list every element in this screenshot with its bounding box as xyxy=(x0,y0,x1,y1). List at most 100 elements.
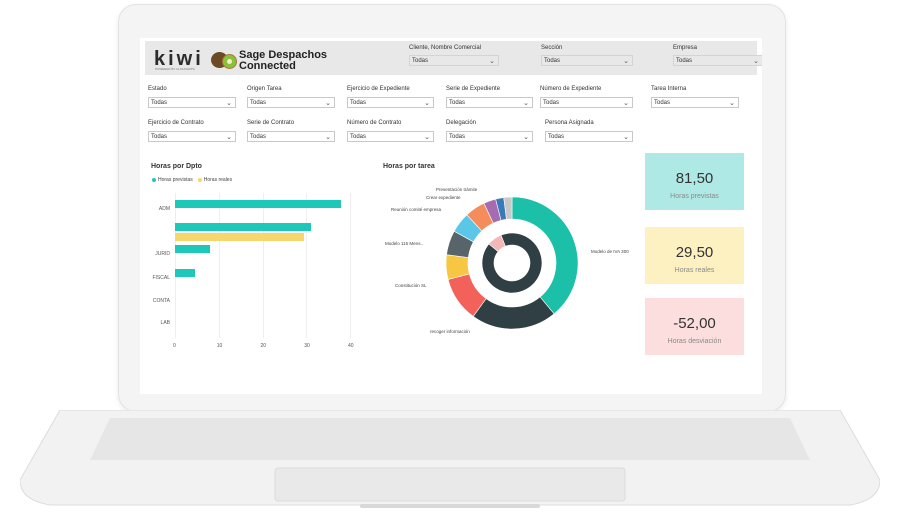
donut-label-reunion: Reunión comité empresa xyxy=(391,207,442,212)
filter-empresa-select[interactable]: Todas ⌄ xyxy=(673,55,762,66)
bar-chart-category-label: ADM xyxy=(158,206,170,212)
chevron-down-icon: ⌄ xyxy=(226,100,232,107)
kiwi-logo-subtitle: POWERED BY CLOUDAPPS xyxy=(155,67,195,71)
filter-origen-select[interactable]: Todas ⌄ xyxy=(247,97,335,108)
bar-chart-category-label: LAB xyxy=(160,320,170,326)
kpi-card-reales: 29,50 Horas reales xyxy=(645,227,744,284)
filter-seccion-value: Todas xyxy=(544,58,561,64)
filter-cliente-select[interactable]: Todas ⌄ xyxy=(409,55,499,66)
chevron-down-icon: ⌄ xyxy=(325,134,331,141)
filter-serie-exp-label: Serie de Expediente xyxy=(446,86,501,92)
donut-label-recoger: recoger información xyxy=(430,329,470,334)
bar-chart-bar[interactable] xyxy=(175,200,342,208)
bar-chart-title: Horas por Dpto xyxy=(151,163,202,170)
bar-chart-category-label: CONTA xyxy=(152,298,170,304)
filter-serie-exp-value: Todas xyxy=(449,100,466,106)
chevron-down-icon: ⌄ xyxy=(623,134,629,141)
filter-persona-value: Todas xyxy=(548,134,565,140)
filter-numero-exp-select[interactable]: Todas ⌄ xyxy=(540,97,633,108)
bar-chart-x-tick: 30 xyxy=(304,343,310,349)
filter-seccion-select[interactable]: Todas ⌄ xyxy=(541,55,633,66)
kpi-value-previstas: 81,50 xyxy=(675,170,714,187)
bar-chart-x-tick: 20 xyxy=(260,343,267,349)
filter-ejercicio-contrato-select[interactable]: Todas ⌄ xyxy=(148,131,236,142)
filter-estado-value: Todas xyxy=(151,100,168,106)
donut-label-modelo115: Modelo 115 Mens.. xyxy=(385,241,423,246)
chevron-down-icon: ⌄ xyxy=(325,100,331,107)
bar-chart-x-tick: 0 xyxy=(173,343,176,349)
filter-cliente-value: Todas xyxy=(412,58,429,64)
donut-label-iva300: Modelo de IVA 300 xyxy=(591,249,629,254)
filter-persona-label: Persona Asignada xyxy=(545,120,594,126)
kpi-value-desviacion: -52,00 xyxy=(673,315,716,332)
filter-numero-contrato-select[interactable]: Todas ⌄ xyxy=(347,131,434,142)
bar-chart-bar[interactable] xyxy=(175,245,210,253)
bar-chart-gridline xyxy=(175,193,176,338)
donut-chart xyxy=(445,196,579,330)
filter-serie-exp-select[interactable]: Todas ⌄ xyxy=(446,97,533,108)
donut-label-constitucion: Constitución SL xyxy=(395,283,427,288)
header-band: kiwi POWERED BY CLOUDAPPS Sage Despachos… xyxy=(145,41,762,75)
filter-numero-contrato-value: Todas xyxy=(350,134,367,140)
chevron-down-icon: ⌄ xyxy=(623,58,629,65)
filter-numero-contrato-label: Número de Contrato xyxy=(347,120,402,126)
filter-seccion-label: Sección xyxy=(541,45,563,51)
app-title: Sage Despachos Connected xyxy=(239,49,328,72)
bar-chart-bar[interactable] xyxy=(175,233,305,241)
legend-label-reales: Horas reales xyxy=(203,177,233,183)
chevron-down-icon: ⌄ xyxy=(729,100,735,107)
donut-inner-slice[interactable] xyxy=(481,232,543,294)
filter-estado-select[interactable]: Todas ⌄ xyxy=(148,97,236,108)
filter-estado-label: Estado xyxy=(148,86,167,92)
bar-chart-bar[interactable] xyxy=(175,223,311,231)
chevron-down-icon: ⌄ xyxy=(424,100,430,107)
filter-numero-exp-value: Todas xyxy=(543,100,560,106)
donut-slice[interactable] xyxy=(472,296,555,330)
filter-cliente-label: Cliente, Nombre Comercial xyxy=(409,45,482,51)
filter-tarea-interna-select[interactable]: Todas ⌄ xyxy=(651,97,739,108)
legend-swatch-reales xyxy=(197,178,202,182)
filter-persona-select[interactable]: Todas ⌄ xyxy=(545,131,633,142)
filter-ejercicio-exp-select[interactable]: Todas ⌄ xyxy=(347,97,434,108)
bar-chart-gridline xyxy=(262,193,264,338)
filter-delegacion-select[interactable]: Todas ⌄ xyxy=(446,131,533,142)
filter-ejercicio-exp-label: Ejercicio de Expediente xyxy=(347,86,410,92)
donut-chart-title: Horas por tarea xyxy=(383,163,435,170)
filter-delegacion-value: Todas xyxy=(449,134,466,140)
donut-slice[interactable] xyxy=(511,196,579,315)
donut-inner-slice[interactable] xyxy=(488,234,506,252)
laptop-base xyxy=(20,410,880,508)
legend-label-previstas: Horas previstas xyxy=(158,177,193,183)
donut-slice[interactable] xyxy=(503,196,513,220)
bar-chart-gridline xyxy=(306,193,308,338)
filter-origen-label: Origen Tarea xyxy=(247,86,282,92)
filter-serie-contrato-select[interactable]: Todas ⌄ xyxy=(247,131,335,142)
chevron-down-icon: ⌄ xyxy=(523,100,529,107)
kiwi-logo: kiwi xyxy=(154,48,204,70)
filter-numero-exp-label: Número de Expediente xyxy=(540,86,602,92)
bar-chart-legend: Horas previstas Horas reales xyxy=(152,177,232,183)
bar-chart-category-label: FISCAL xyxy=(152,275,170,281)
chevron-down-icon: ⌄ xyxy=(424,134,430,141)
kpi-label-previstas: Horas previstas xyxy=(670,193,719,200)
kpi-label-reales: Horas reales xyxy=(674,267,715,274)
chevron-down-icon: ⌄ xyxy=(753,58,759,65)
donut-label-crear-expediente: Crear expediente xyxy=(426,195,461,200)
filter-ejercicio-contrato-value: Todas xyxy=(151,134,168,140)
legend-swatch-previstas xyxy=(152,178,156,182)
chevron-down-icon: ⌄ xyxy=(226,134,232,141)
bar-chart-x-tick: 10 xyxy=(216,343,223,349)
filter-ejercicio-exp-value: Todas xyxy=(350,100,367,106)
filter-serie-contrato-label: Serie de Contrato xyxy=(247,120,295,126)
bar-chart-bar[interactable] xyxy=(175,269,195,277)
chevron-down-icon: ⌄ xyxy=(489,58,495,65)
kiwi-slice-icon xyxy=(222,54,237,69)
filter-tarea-interna-value: Todas xyxy=(654,100,671,106)
kpi-label-desviacion: Horas desviación xyxy=(667,338,722,345)
filter-empresa-value: Todas xyxy=(676,58,693,64)
filter-ejercicio-contrato-label: Ejercicio de Contrato xyxy=(148,120,204,126)
kpi-value-reales: 29,50 xyxy=(675,244,714,261)
kpi-card-previstas: 81,50 Horas previstas xyxy=(645,153,744,210)
bar-chart-x-tick: 40 xyxy=(348,343,354,349)
bar-chart-category-label: JURID xyxy=(155,251,170,257)
